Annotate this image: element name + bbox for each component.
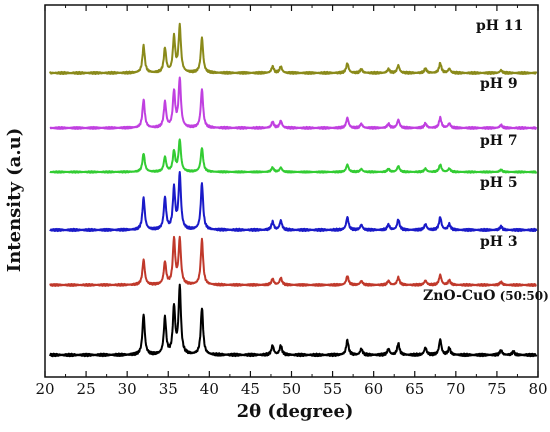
- x-tick-label-40: 40: [200, 380, 219, 398]
- x-tick-label-45: 45: [241, 380, 260, 398]
- series-line-3: [49, 138, 538, 174]
- axes: 20 25 30 35 40 45 50 55 60 65 70 75 80: [35, 4, 548, 398]
- series-label-suffix-0: (50:50): [495, 289, 548, 303]
- x-tick-label-50: 50: [282, 380, 301, 398]
- x-tick-label-75: 75: [487, 380, 506, 398]
- x-tick-label-80: 80: [528, 380, 547, 398]
- series-line-2: [49, 170, 538, 233]
- x-tick-label-35: 35: [159, 380, 178, 398]
- plot-area: [48, 22, 538, 358]
- x-tick-label-65: 65: [405, 380, 424, 398]
- series-label-4: pH 9: [480, 76, 518, 92]
- series-line-5: [48, 22, 538, 76]
- x-tick-label-25: 25: [77, 380, 96, 398]
- series-label-3: pH 7: [480, 133, 518, 149]
- x-tick-label-70: 70: [446, 380, 465, 398]
- x-tick-label-60: 60: [364, 380, 383, 398]
- x-tick-label-55: 55: [323, 380, 342, 398]
- series-label-5: pH 11: [476, 18, 523, 34]
- series-label-1: pH 3: [480, 234, 518, 250]
- x-axis-title: 2θ (degree): [237, 401, 354, 422]
- x-tick-label-30: 30: [118, 380, 137, 398]
- series-label-2: pH 5: [480, 175, 518, 191]
- plot-frame: [44, 4, 539, 378]
- series-line-4: [49, 76, 538, 130]
- series-label-0: ZnO-CuO (50:50): [423, 288, 549, 304]
- y-axis-title: Intensity (a.u): [4, 128, 25, 272]
- x-tick-label-20: 20: [35, 380, 54, 398]
- series-line-1: [49, 235, 537, 287]
- series-line-0: [48, 283, 538, 358]
- series-labels: ZnO-CuO (50:50) pH 3 pH 5 pH 7 pH 9 pH 11: [423, 18, 549, 304]
